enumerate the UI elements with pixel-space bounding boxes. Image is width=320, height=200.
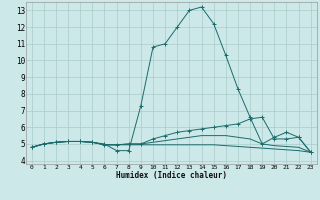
X-axis label: Humidex (Indice chaleur): Humidex (Indice chaleur) [116, 171, 227, 180]
